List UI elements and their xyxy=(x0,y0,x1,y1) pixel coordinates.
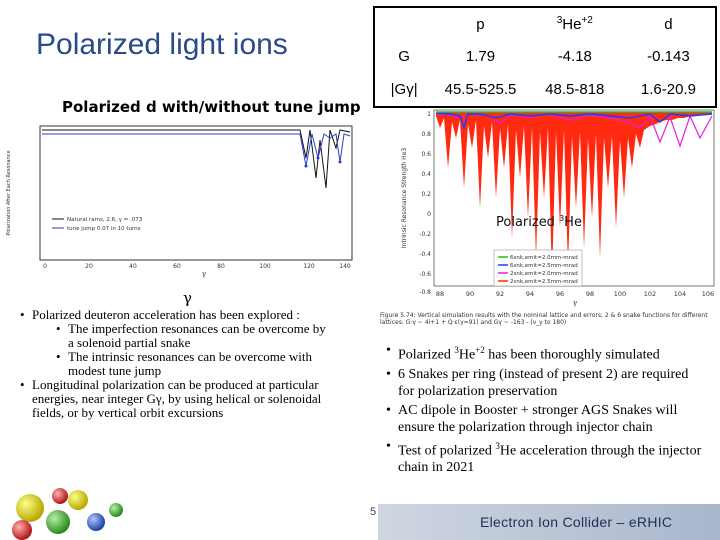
right-plot-yticks: 1 0.8 0.6 0.4 0.2 0 -0.2 -0.4 -0.6 -0.8 xyxy=(419,111,431,296)
table-row-label: |Gγ| xyxy=(390,81,418,99)
right-plot-xlabel: γ xyxy=(573,299,577,307)
legend-entry: 6snk,emit=2.0mm-mrad xyxy=(510,255,578,261)
list-item: • Polarized deuteron acceleration has bee… xyxy=(20,307,300,322)
list-item: • The imperfection resonances can be over… xyxy=(56,321,326,350)
legend-entry: Natural rams, 2.6, γ = .073 xyxy=(67,217,143,223)
x-tick: 140 xyxy=(339,263,351,270)
table-header-he3: 3He+2 xyxy=(556,15,593,34)
x-tick: 106 xyxy=(702,290,714,298)
he3-annotation: Polarized 3He xyxy=(496,214,582,230)
page-number: 5 xyxy=(370,506,377,518)
y-tick: -0.4 xyxy=(419,251,431,258)
x-tick: 60 xyxy=(173,263,181,270)
series-tune-jump xyxy=(42,133,351,167)
y-tick: 0.8 xyxy=(421,131,431,138)
list-item: • Longitudinal polarization can be produc… xyxy=(20,377,322,420)
legend-entry: 2snk,emit=2.5mm-mrad xyxy=(510,279,578,285)
x-tick: 20 xyxy=(85,263,93,270)
table-cell: -0.143 xyxy=(647,48,690,66)
x-tick: 0 xyxy=(43,263,47,270)
right-plot-xticks: 88 90 92 94 96 98 100 102 104 106 xyxy=(436,290,714,298)
table-cell: 48.5-818 xyxy=(545,81,605,99)
gamma-label: γ xyxy=(183,289,192,307)
table-row: G 1.79 -4.18 -0.143 xyxy=(374,40,716,73)
list-item: • Polarized 3He+2 has been thoroughly sim… xyxy=(386,343,660,363)
left-plot-xlabel: γ xyxy=(202,270,206,278)
x-tick: 100 xyxy=(259,263,271,270)
table-cell: 1.79 xyxy=(465,48,496,66)
table-cell: -4.18 xyxy=(557,48,592,66)
table-header-row: p 3He+2 d xyxy=(374,7,716,40)
plot-frame xyxy=(39,125,353,261)
y-tick: 0.6 xyxy=(421,151,431,158)
y-tick: -0.2 xyxy=(419,231,431,238)
deuteron-polarization-plot: Polarization After Each Resonance 0 20 4… xyxy=(6,125,353,278)
series-blue xyxy=(435,112,713,131)
y-tick: 0.2 xyxy=(421,191,431,198)
list-item: • The intrinsic resonances can be overcom… xyxy=(56,349,313,378)
series-natural xyxy=(42,129,351,189)
table-row: |Gγ| 45.5-525.5 48.5-818 1.6-20.9 xyxy=(374,74,716,107)
y-tick: -0.6 xyxy=(419,271,431,278)
list-item: • Test of polarized 3He acceleration thro… xyxy=(386,438,702,476)
right-bullet-list: • Polarized 3He+2 has been thoroughly sim… xyxy=(386,342,708,478)
x-tick: 120 xyxy=(303,263,315,270)
right-plot-ylabel: Intrinsic Resonance Strength He3 xyxy=(401,148,408,248)
slide-title: Polarized light ions xyxy=(36,28,288,61)
y-tick: 1 xyxy=(427,111,431,118)
x-tick: 98 xyxy=(586,290,594,298)
table-header-p: p xyxy=(476,15,485,33)
x-tick: 102 xyxy=(644,290,656,298)
plot-subtitle: Polarized d with/without tune jump xyxy=(62,98,361,116)
x-tick: 80 xyxy=(217,263,225,270)
he3-resonance-plot: Intrinsic Resonance Strength He3 1 0.8 0… xyxy=(401,109,715,307)
legend-entry: 6snk,emit=2.5mm-mrad xyxy=(510,263,578,269)
left-plot-ylabel: Polarization After Each Resonance xyxy=(6,150,12,235)
x-tick: 90 xyxy=(466,290,474,298)
figure-caption: Figure 5.74: Vertical simulation results… xyxy=(380,312,708,326)
x-tick: 100 xyxy=(614,290,626,298)
x-tick: 94 xyxy=(526,290,534,298)
footer-title: Electron Ion Collider – eRHIC xyxy=(480,514,673,530)
y-tick: 0.4 xyxy=(421,171,431,178)
series-red-band xyxy=(436,112,712,278)
x-tick: 104 xyxy=(674,290,686,298)
table-cell: 45.5-525.5 xyxy=(444,81,517,99)
g-factor-table: p 3He+2 d G 1.79 -4.18 -0.143 |Gγ| 45.5-… xyxy=(373,6,717,108)
left-plot-xticks: 0 20 40 60 80 100 120 140 xyxy=(43,263,351,270)
legend-entry: tune jump 0.07 in 10 turns xyxy=(67,226,141,232)
left-plot-legend: Natural rams, 2.6, γ = .073 tune jump 0.… xyxy=(52,217,143,232)
list-item: • AC dipole in Booster + stronger AGS Sna… xyxy=(386,402,678,435)
x-tick: 40 xyxy=(129,263,137,270)
left-bullet-list: • Polarized deuteron acceleration has bee… xyxy=(20,307,332,420)
x-tick: 88 xyxy=(436,290,444,298)
right-plot-legend: 6snk,emit=2.0mm-mrad 6snk,emit=2.5mm-mra… xyxy=(493,249,583,287)
list-item: • 6 Snakes per ring (instead of present 2… xyxy=(386,366,689,399)
table-header-d: d xyxy=(664,15,673,33)
x-tick: 92 xyxy=(496,290,504,298)
series-markers xyxy=(304,156,342,168)
legend-entry: 2snk,emit=2.0mm-mrad xyxy=(510,271,578,277)
y-tick: -0.8 xyxy=(419,289,431,296)
table-row-label: G xyxy=(398,48,410,66)
y-tick: 0 xyxy=(427,211,431,218)
table-cell: 1.6-20.9 xyxy=(640,81,696,99)
x-tick: 96 xyxy=(556,290,564,298)
decorative-particles-image xyxy=(12,488,123,540)
footer-band xyxy=(378,504,720,540)
